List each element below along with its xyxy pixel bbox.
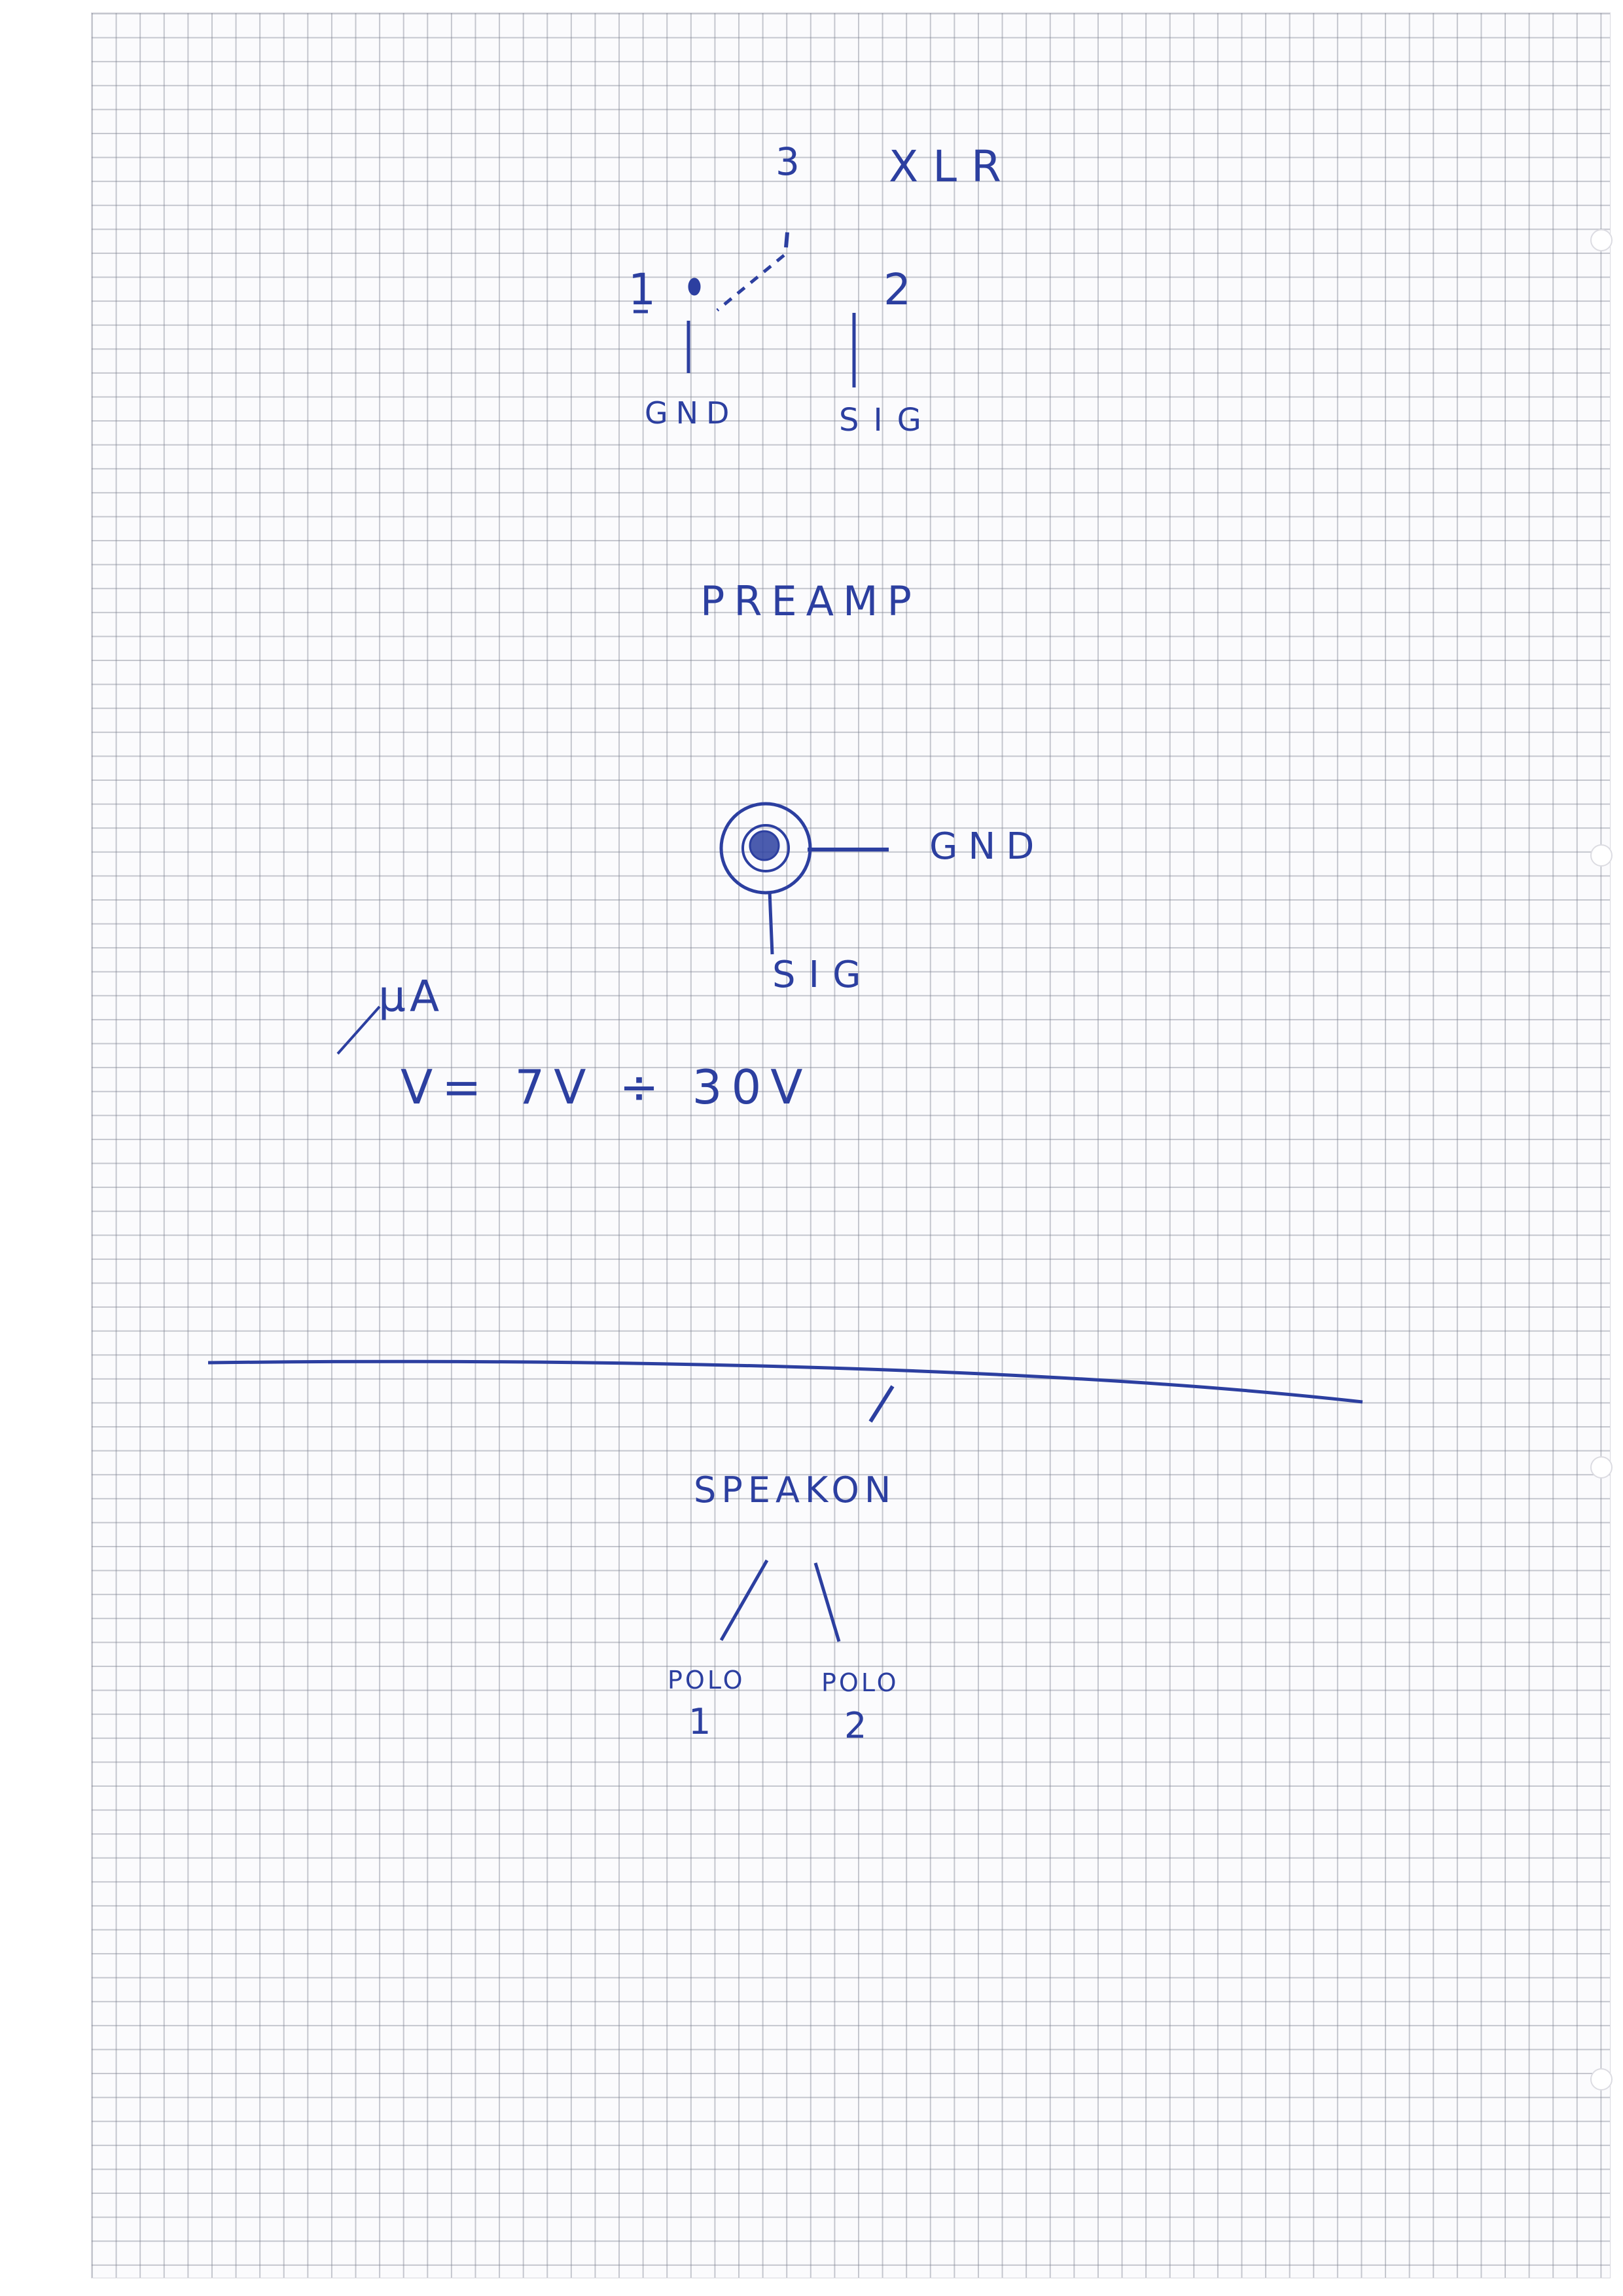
xlr-sig-label: SIG: [839, 402, 936, 439]
jack-sig-label: SIG: [772, 954, 874, 996]
jack-gnd-label: GND: [929, 825, 1045, 868]
xlr-shield-dashed-link: [716, 254, 785, 312]
preamp-title: PREAMP: [700, 577, 921, 625]
speakon-pole-1-label: POLO: [668, 1666, 745, 1695]
jack-inner-ring: [741, 824, 790, 872]
xlr-pin-1-label: 1: [628, 264, 668, 315]
punch-hole: [1590, 229, 1613, 251]
speakon-pole-1-number: 1: [688, 1701, 723, 1742]
speakon-pole-2-number: 2: [844, 1705, 879, 1746]
punch-hole: [1590, 844, 1613, 867]
jack-hatched-center: [749, 830, 780, 861]
divider-tick: [868, 1385, 895, 1423]
xlr-pin-2-label: 2: [883, 264, 923, 315]
speakon-pole-2-branch: [813, 1562, 841, 1642]
xlr-pin-3-lead: [784, 232, 789, 248]
xlr-pin-2-dot: [850, 279, 862, 295]
punch-hole: [1590, 1456, 1613, 1479]
supply-arrow-stroke: [336, 1005, 381, 1055]
xlr-title: XLR: [889, 141, 1016, 192]
speakon-pole-2-label: POLO: [821, 1668, 899, 1697]
speakon-pole-1-branch: [719, 1559, 769, 1641]
xlr-pin-3-label: 3: [776, 139, 812, 184]
jack-connector: [719, 802, 889, 955]
xlr-connector: [633, 215, 862, 387]
supply-voltage-label: V= 7V ÷ 30V: [401, 1060, 812, 1115]
xlr-gnd-label: GND: [645, 395, 738, 431]
jack-sig-lead: [768, 891, 774, 955]
xlr-pin-1-dot: [688, 278, 701, 296]
xlr-pin-3-dot: [781, 215, 793, 230]
graph-paper-sheet: [92, 13, 1613, 2278]
supply-current-label: µA: [378, 971, 444, 1022]
punch-hole: [1590, 2068, 1613, 2090]
section-divider: [207, 1359, 1363, 1404]
speakon-title: SPEAKON: [694, 1469, 897, 1511]
